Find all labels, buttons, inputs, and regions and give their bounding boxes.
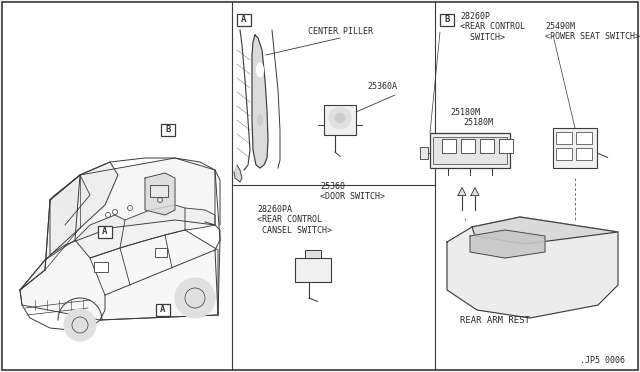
Bar <box>461 139 475 153</box>
Bar <box>553 128 597 168</box>
Circle shape <box>335 113 345 123</box>
Text: B: B <box>444 16 450 25</box>
Text: CENTER PILLER: CENTER PILLER <box>308 27 373 36</box>
Bar <box>324 105 356 135</box>
Polygon shape <box>472 217 618 244</box>
Circle shape <box>64 309 96 341</box>
Text: A: A <box>102 228 108 237</box>
Bar <box>430 132 510 167</box>
Text: A: A <box>160 305 166 314</box>
Text: REAR ARM REST: REAR ARM REST <box>460 316 530 325</box>
Polygon shape <box>234 165 242 182</box>
Polygon shape <box>447 217 618 318</box>
Polygon shape <box>20 162 118 290</box>
Circle shape <box>329 107 351 129</box>
Bar <box>161 124 175 136</box>
Circle shape <box>318 299 328 309</box>
Bar <box>433 137 507 164</box>
Circle shape <box>337 157 347 167</box>
Polygon shape <box>50 158 215 255</box>
Bar <box>442 139 456 153</box>
Bar <box>576 148 592 160</box>
Bar <box>556 132 572 144</box>
Polygon shape <box>50 175 90 225</box>
Text: 25360A: 25360A <box>367 82 397 91</box>
Bar <box>420 147 428 159</box>
Ellipse shape <box>257 63 264 77</box>
Polygon shape <box>471 187 479 196</box>
Polygon shape <box>458 187 466 196</box>
Polygon shape <box>252 35 268 168</box>
Text: 28260PA
<REAR CONTROL
 CANSEL SWITCH>: 28260PA <REAR CONTROL CANSEL SWITCH> <box>257 205 332 235</box>
Polygon shape <box>120 205 185 248</box>
Text: 25360
<DOOR SWITCH>: 25360 <DOOR SWITCH> <box>320 182 385 201</box>
Bar <box>237 14 251 26</box>
Polygon shape <box>185 208 215 230</box>
Bar <box>295 258 331 282</box>
Circle shape <box>443 176 453 186</box>
Bar <box>480 139 494 153</box>
Text: 25490M
<POWER SEAT SWITCH>: 25490M <POWER SEAT SWITCH> <box>545 22 640 41</box>
Polygon shape <box>20 230 218 320</box>
Bar <box>499 139 513 153</box>
Polygon shape <box>145 173 175 215</box>
Bar <box>98 226 112 238</box>
Bar <box>440 14 454 26</box>
Text: .JP5 0006: .JP5 0006 <box>580 356 625 365</box>
Bar <box>94 262 108 272</box>
Text: B: B <box>165 125 171 135</box>
Text: 25180M: 25180M <box>450 108 480 117</box>
Ellipse shape <box>257 115 262 125</box>
Circle shape <box>608 155 618 165</box>
Text: 28260P
<REAR CONTROL
  SWITCH>: 28260P <REAR CONTROL SWITCH> <box>460 12 525 42</box>
Bar <box>556 148 572 160</box>
Circle shape <box>175 278 215 318</box>
Bar <box>576 132 592 144</box>
Bar <box>156 304 170 316</box>
Bar <box>150 185 168 197</box>
Bar <box>155 248 167 257</box>
Text: A: A <box>241 16 246 25</box>
Circle shape <box>487 176 497 186</box>
Polygon shape <box>470 230 545 258</box>
Bar <box>305 250 321 258</box>
Circle shape <box>465 176 475 186</box>
Polygon shape <box>75 215 125 258</box>
Text: 25180M: 25180M <box>463 118 493 127</box>
